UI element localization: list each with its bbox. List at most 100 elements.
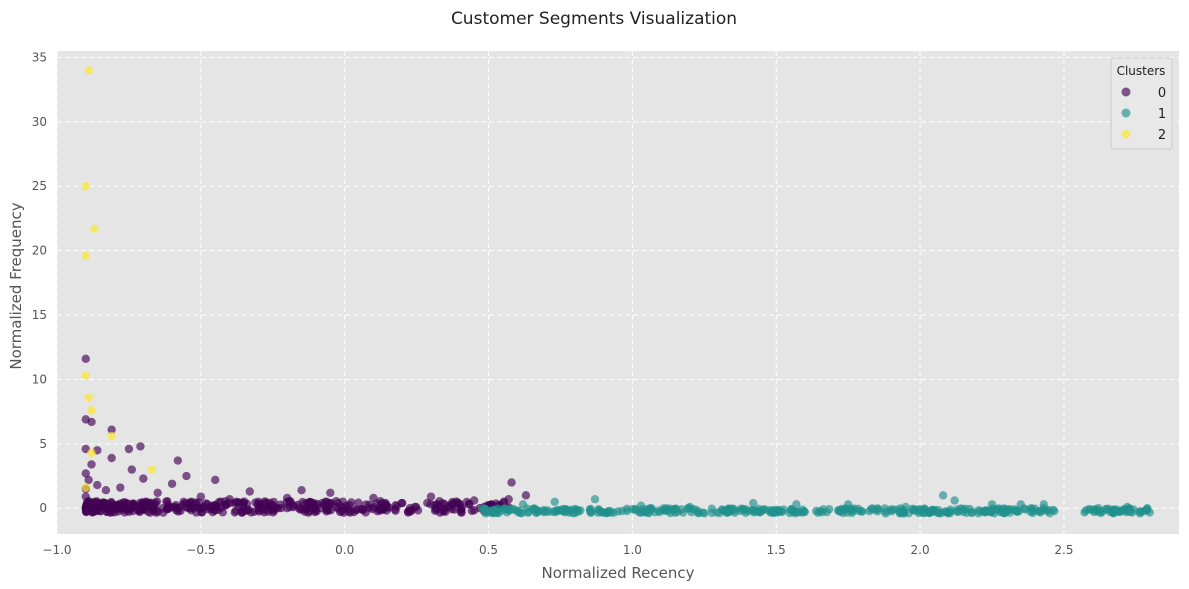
cluster-1-point [493, 504, 502, 513]
cluster-1-point [585, 505, 595, 514]
cluster-0-point [87, 417, 96, 427]
cluster-1-point [666, 508, 675, 518]
cluster-0-point [455, 500, 464, 509]
cluster-2-point [81, 251, 90, 260]
cluster-0-point [93, 480, 102, 490]
cluster-0-point [358, 505, 367, 514]
cluster-0-point [81, 354, 90, 364]
cluster-2-point [84, 66, 93, 75]
cluster-1-point [934, 505, 943, 515]
cluster-0-point [148, 505, 158, 514]
cluster-0-point [100, 503, 110, 512]
cluster-0-point [81, 492, 90, 501]
cluster-0-point [171, 500, 181, 510]
cluster-0-point [413, 506, 423, 515]
cluster-1-point [915, 505, 925, 515]
y-tick-label: 5 [39, 437, 47, 451]
cluster-0-point [339, 508, 349, 517]
cluster-0-point [136, 442, 145, 451]
cluster-1-point [730, 508, 739, 517]
cluster-1-point [594, 505, 604, 515]
cluster-0-point [196, 492, 206, 501]
cluster-2-point [147, 465, 157, 474]
cluster-0-point [269, 497, 278, 507]
cluster-1-point [822, 507, 831, 517]
cluster-1-point [987, 500, 997, 509]
cluster-0-point [107, 453, 116, 463]
cluster-0-point [153, 488, 162, 497]
cluster-0-point [107, 508, 117, 517]
cluster-0-point [440, 500, 449, 509]
cluster-0-point [288, 502, 298, 512]
cluster-1-point [981, 508, 990, 517]
legend-title: Clusters [1117, 64, 1166, 78]
cluster-1-point [800, 507, 809, 517]
y-tick-label: 30 [32, 115, 47, 129]
cluster-2-point [81, 371, 90, 380]
cluster-1-point [760, 505, 769, 514]
cluster-1-point [886, 505, 895, 514]
cluster-0-point [203, 505, 213, 514]
y-tick-label: 15 [32, 308, 47, 322]
cluster-0-point [311, 505, 321, 515]
legend: Clusters 0 1 2 [1110, 57, 1173, 150]
legend-label: 2 [1158, 128, 1166, 143]
cluster-0-point [349, 507, 359, 517]
cluster-1-point [749, 498, 758, 508]
cluster-1-point [1080, 508, 1089, 517]
cluster-0-point [230, 508, 239, 517]
plot-area [57, 51, 1179, 534]
cluster-0-point [398, 498, 407, 508]
cluster-0-point [176, 506, 185, 516]
cluster-0-point [354, 498, 363, 507]
x-tick-label: 1.5 [767, 543, 786, 557]
cluster-0-point [84, 475, 93, 485]
cluster-1-point [737, 504, 746, 513]
cluster-1-point [927, 505, 937, 515]
cluster-0-point [438, 507, 448, 516]
cluster-1-point [685, 502, 695, 512]
cluster-0-point [225, 495, 234, 504]
cluster-1-point [508, 504, 518, 514]
cluster-0-point [94, 499, 103, 508]
plot-background [57, 51, 1179, 534]
cluster-1-point [479, 504, 489, 513]
cluster-1-point [943, 508, 953, 517]
cluster-2-point [87, 448, 96, 458]
y-tick-label: 35 [32, 50, 47, 64]
cluster-0-point [139, 474, 148, 483]
cluster-1-point [1012, 507, 1021, 516]
cluster-1-point [571, 505, 581, 514]
x-axis-label: Normalized Recency [542, 564, 695, 582]
cluster-0-point [521, 491, 531, 500]
cluster-0-point [167, 479, 177, 488]
cluster-0-point [128, 502, 137, 511]
cluster-0-point [163, 503, 173, 513]
cluster-1-point [857, 507, 867, 516]
cluster-1-point [550, 497, 559, 506]
cluster-1-point [938, 491, 948, 500]
cluster-1-point [1039, 500, 1048, 509]
cluster-1-point [901, 502, 910, 512]
x-tick-label: 0.0 [335, 543, 354, 557]
cluster-0-point [469, 496, 479, 505]
cluster-1-point [532, 508, 541, 517]
cluster-1-point [1115, 507, 1124, 516]
cluster-0-point [116, 483, 125, 492]
y-axis-ticks: 0 5 10 15 20 25 30 35 [32, 50, 47, 515]
cluster-0-point [426, 492, 436, 501]
y-tick-label: 25 [32, 179, 47, 193]
x-tick-label: −0.5 [186, 543, 215, 557]
cluster-0-point [368, 504, 377, 514]
cluster-0-point [124, 444, 134, 454]
cluster-0-point [261, 499, 270, 508]
cluster-2-point [81, 483, 90, 492]
cluster-1-point [908, 504, 917, 513]
cluster-1-point [518, 500, 528, 509]
cluster-1-point [950, 496, 959, 505]
cluster-1-point [540, 506, 549, 516]
y-axis-label: Normalized Frequency [7, 202, 25, 369]
cluster-1-point [1036, 508, 1045, 517]
cluster-0-point [254, 497, 263, 506]
cluster-1-point [524, 507, 534, 517]
